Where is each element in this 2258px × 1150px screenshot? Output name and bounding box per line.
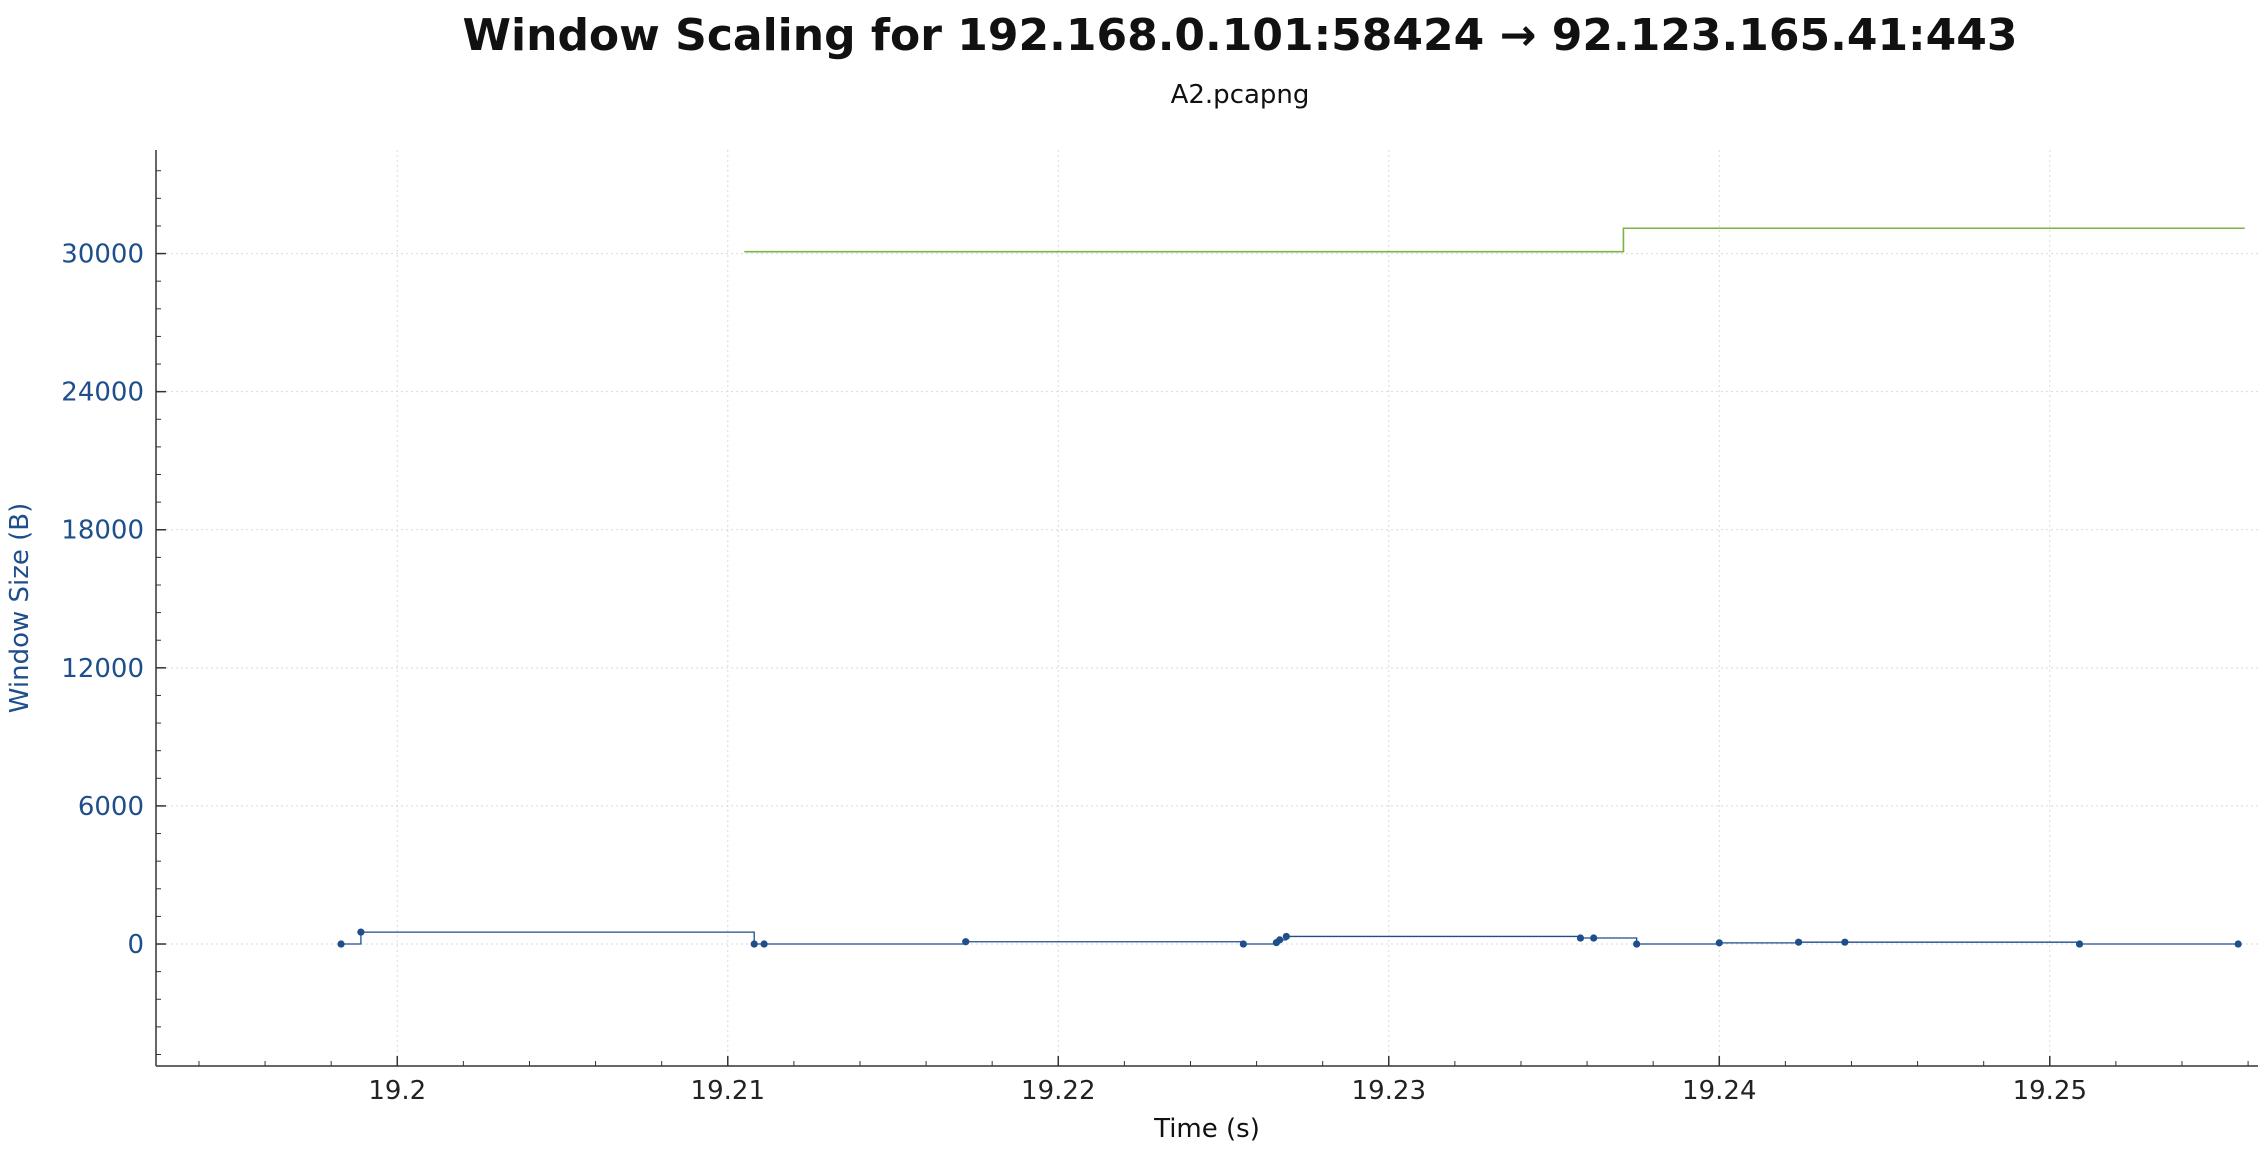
y-axis-label: Window Size (B) — [5, 503, 35, 714]
grid — [156, 150, 2258, 1066]
data-point — [1239, 940, 1247, 948]
data-point — [1715, 939, 1723, 947]
data-point — [750, 940, 758, 948]
data-point — [760, 940, 768, 948]
data-point — [2075, 940, 2084, 948]
data-point — [1633, 940, 1641, 948]
series — [337, 227, 2245, 948]
x-axis-label: Time (s) — [1153, 1114, 1260, 1144]
chart-title: Window Scaling for 192.168.0.101:58424 →… — [462, 10, 2018, 61]
data-point — [1576, 934, 1585, 942]
data-point — [1282, 932, 1290, 941]
series-bytes_in_flight-line — [341, 931, 2239, 945]
series-receive_window-line — [744, 227, 2245, 253]
y-tick-label: 18000 — [61, 516, 144, 546]
data-point — [357, 928, 365, 936]
x-tick-label: 19.25 — [2013, 1076, 2087, 1106]
data-point — [1276, 936, 1284, 944]
data-point — [1795, 938, 1803, 946]
x-tick-label: 19.21 — [691, 1076, 765, 1106]
chart-subtitle: A2.pcapng — [1170, 80, 1310, 110]
x-tick-label: 19.22 — [1021, 1076, 1095, 1106]
data-point — [2234, 940, 2242, 948]
data-point — [1590, 934, 1598, 942]
y-tick-label: 12000 — [61, 654, 144, 684]
y-tick-label: 0 — [127, 930, 144, 960]
axes: 19.2 19.21 19.22 19.23 19.24 19.25 0 6000 12000 1… — [61, 150, 2258, 1106]
x-tick-label: 19.23 — [1352, 1076, 1426, 1106]
y-tick-label: 24000 — [61, 378, 144, 408]
x-tick-label: 19.24 — [1682, 1076, 1756, 1106]
data-point — [962, 938, 970, 946]
data-point — [1841, 938, 1849, 946]
x-tick-label: 19.2 — [368, 1076, 426, 1106]
data-point — [337, 940, 345, 948]
y-tick-label: 30000 — [61, 240, 144, 270]
y-tick-label: 6000 — [78, 792, 144, 822]
